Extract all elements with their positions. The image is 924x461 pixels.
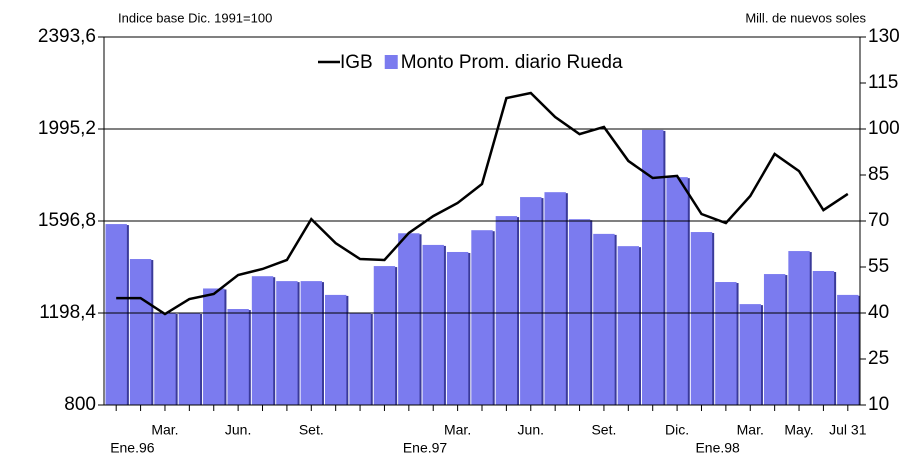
x-tick-label: Dic.: [665, 422, 689, 438]
bar: [154, 313, 176, 405]
bar: [276, 281, 298, 405]
y2-tick-label: 85: [868, 164, 889, 185]
bar: [617, 246, 640, 405]
legend-swatch: [384, 55, 398, 69]
x-tick-label: Ene.98: [695, 440, 740, 456]
legend-label: IGB: [340, 52, 373, 73]
x-tick-label: Set.: [299, 422, 324, 438]
y-tick-label: 1198,4: [39, 302, 96, 323]
line: [116, 91, 849, 316]
bar: [105, 224, 127, 405]
y2-tick-label: 40: [868, 302, 889, 323]
bar: [812, 270, 835, 405]
bar: [788, 251, 810, 405]
x-tick-label: Mar.: [151, 422, 178, 438]
y-tick-label: 1596,8: [38, 210, 96, 231]
y-axis-label: Indice base Dic. 1991=100: [118, 10, 272, 25]
bar: [666, 177, 688, 405]
bar: [763, 274, 786, 405]
bar: [300, 281, 322, 405]
bar: [373, 266, 396, 405]
y2-tick-label: 130: [868, 26, 900, 47]
bar: [227, 309, 249, 405]
x-tick-label: Ene.96: [110, 440, 155, 456]
y2-tick-label: 115: [868, 72, 898, 93]
bar: [422, 244, 444, 405]
x-tick-label: Set.: [591, 422, 616, 438]
y2-tick-label: 25: [868, 348, 889, 369]
x-tick-label: May.: [784, 422, 813, 438]
y-tick-label: 800: [64, 394, 96, 415]
legend-label: Monto Prom. diario Rueda: [401, 52, 623, 73]
bar: [129, 259, 152, 405]
x-tick-label: Ene.97: [403, 440, 448, 456]
x-tick-label: Mar.: [737, 422, 764, 438]
bar: [837, 294, 859, 405]
bar: [349, 313, 371, 405]
bar: [520, 197, 542, 405]
bar: [642, 129, 664, 406]
bar: [324, 294, 347, 405]
bar: [203, 288, 225, 405]
bar: [715, 282, 737, 405]
bar: [593, 233, 615, 405]
bar: [251, 276, 274, 405]
bar: [178, 313, 201, 405]
bar: [544, 192, 566, 405]
bar: [398, 233, 420, 405]
y2-tick-label: 100: [868, 118, 900, 139]
y2-tick-label: 70: [868, 210, 889, 231]
x-tick-label: Jul 31: [829, 422, 867, 438]
bar: [568, 219, 591, 405]
bar: [739, 304, 761, 405]
x-tick-label: Jun.: [518, 422, 544, 438]
x-tick-label: Mar.: [444, 422, 471, 438]
bar: [690, 232, 713, 405]
bar: [495, 216, 518, 405]
bar: [471, 230, 493, 405]
x-tick-label: Jun.: [225, 422, 251, 438]
bar: [446, 251, 469, 405]
y2-tick-label: 55: [868, 256, 889, 277]
y2-axis-label: Mill. de nuevos soles: [745, 10, 866, 25]
y-tick-label: 2393,6: [38, 26, 96, 47]
y2-tick-label: 10: [868, 394, 889, 415]
y-tick-label: 1995,2: [38, 118, 96, 139]
